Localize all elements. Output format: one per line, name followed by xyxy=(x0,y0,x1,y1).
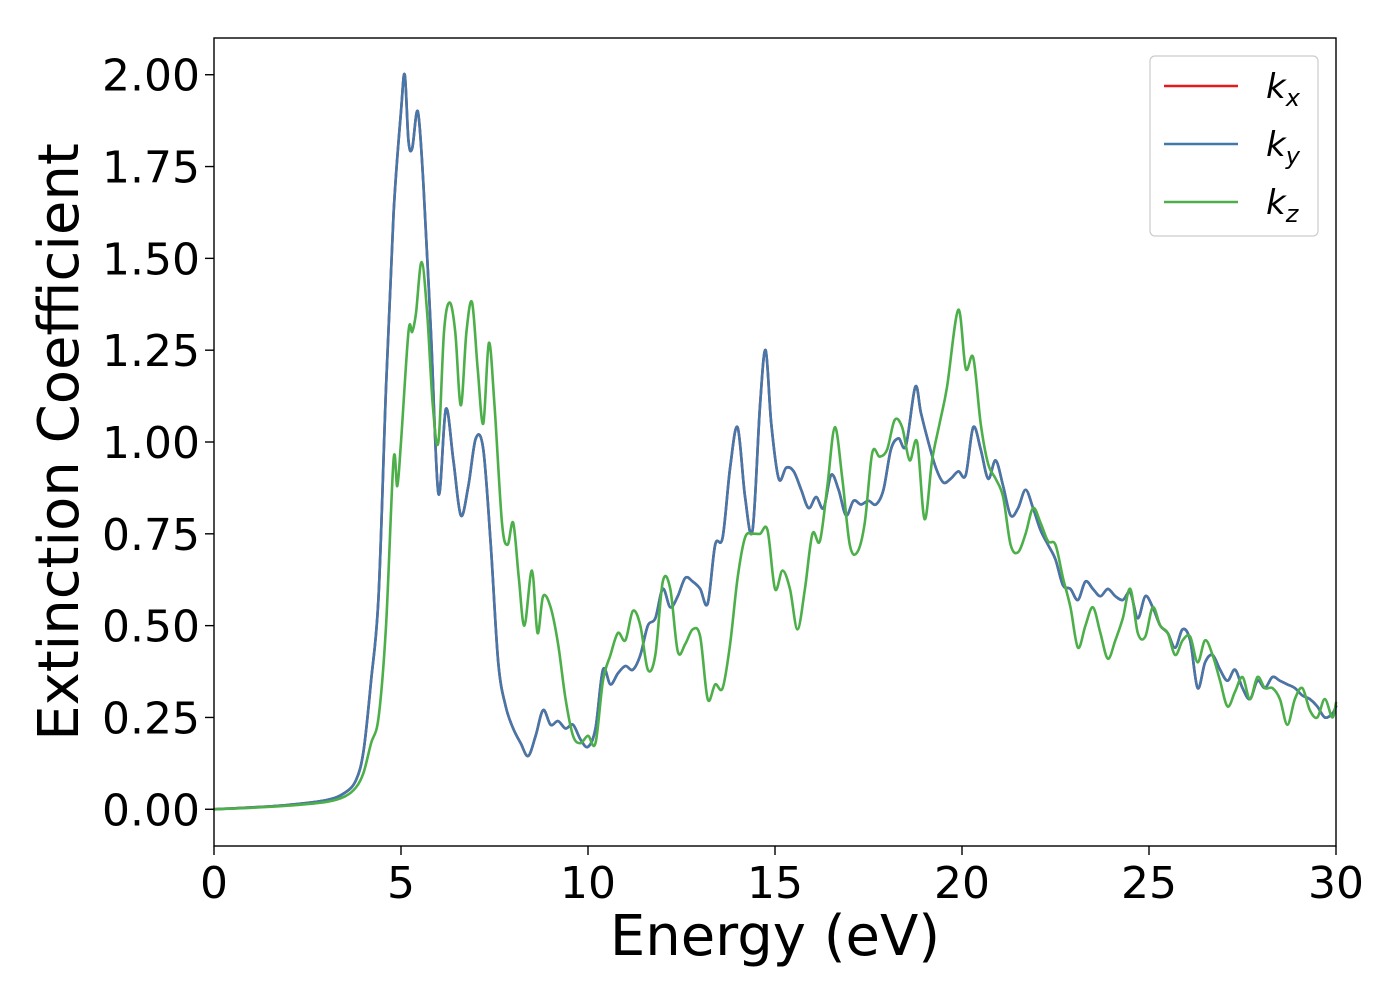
x-tick-label: 25 xyxy=(1121,858,1177,909)
y-tick-label: 0.00 xyxy=(102,785,200,836)
legend-label-ky: ky xyxy=(1266,125,1301,170)
x-tick-label: 15 xyxy=(747,858,803,909)
y-axis-ticks: 0.00 0.25 0.50 0.75 1.00 1.25 1.50 1.75 2.00 xyxy=(102,51,214,836)
x-tick-label: 0 xyxy=(200,858,228,909)
series-line-kz xyxy=(212,260,1338,811)
y-tick-label: 0.75 xyxy=(102,510,200,561)
legend-box xyxy=(1149,55,1319,237)
y-tick-label: 2.00 xyxy=(102,51,200,102)
y-tick-label: 1.25 xyxy=(102,326,200,377)
y-tick-label: 1.00 xyxy=(102,418,200,469)
y-axis-label: Extinction Coefficient xyxy=(27,143,92,741)
legend-label-kx: kx xyxy=(1266,67,1301,112)
y-tick-label: 0.25 xyxy=(102,693,200,744)
y-tick-label: 1.50 xyxy=(102,234,200,285)
legend-label-kz: kz xyxy=(1266,183,1300,228)
y-tick-label: 1.75 xyxy=(102,143,200,194)
x-tick-label: 20 xyxy=(934,858,990,909)
x-axis-label: Energy (eV) xyxy=(610,904,940,969)
y-tick-label: 0.50 xyxy=(102,602,200,653)
x-tick-label: 30 xyxy=(1308,858,1364,909)
x-tick-label: 5 xyxy=(387,858,415,909)
x-axis-ticks: 0 5 10 15 20 25 30 xyxy=(200,846,1364,909)
series-layer xyxy=(212,72,1338,811)
legend: kx ky kz xyxy=(1149,55,1319,237)
x-tick-label: 10 xyxy=(560,858,616,909)
